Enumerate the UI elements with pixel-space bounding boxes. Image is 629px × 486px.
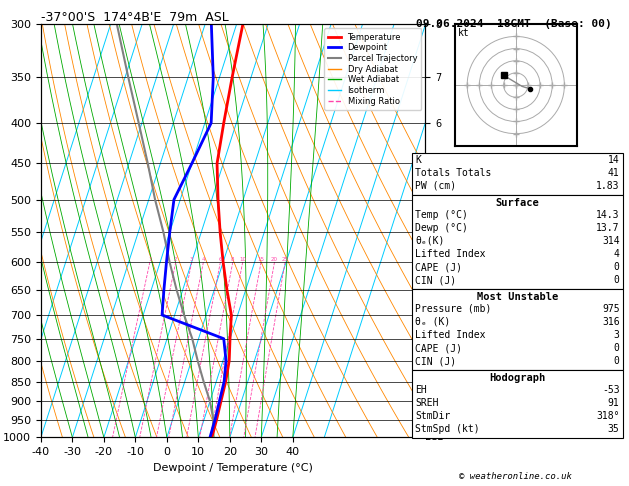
Text: 14.3: 14.3	[596, 209, 620, 220]
Text: 35: 35	[608, 424, 620, 434]
Text: Lifted Index: Lifted Index	[415, 249, 486, 259]
Text: SREH: SREH	[415, 398, 438, 408]
Text: 314: 314	[602, 236, 620, 246]
Legend: Temperature, Dewpoint, Parcel Trajectory, Dry Adiabat, Wet Adiabat, Isotherm, Mi: Temperature, Dewpoint, Parcel Trajectory…	[324, 29, 421, 110]
Text: 4: 4	[614, 249, 620, 259]
Text: Hodograph: Hodograph	[489, 373, 545, 383]
Text: CIN (J): CIN (J)	[415, 275, 456, 285]
Text: K: K	[415, 155, 421, 165]
Text: 0: 0	[614, 356, 620, 366]
Text: 0: 0	[614, 262, 620, 272]
Text: Dewp (°C): Dewp (°C)	[415, 223, 468, 233]
Text: 0: 0	[614, 275, 620, 285]
Text: kt: kt	[457, 28, 469, 38]
Text: CIN (J): CIN (J)	[415, 356, 456, 366]
Text: -37°00'S  174°4B'E  79m  ASL: -37°00'S 174°4B'E 79m ASL	[41, 11, 228, 24]
Text: 6: 6	[219, 257, 222, 262]
Text: 1.83: 1.83	[596, 181, 620, 191]
Text: StmSpd (kt): StmSpd (kt)	[415, 424, 480, 434]
Text: 13.7: 13.7	[596, 223, 620, 233]
Text: CAPE (J): CAPE (J)	[415, 343, 462, 353]
Text: EH: EH	[415, 385, 427, 395]
Text: Totals Totals: Totals Totals	[415, 168, 491, 178]
Text: 4: 4	[202, 257, 205, 262]
Text: 10: 10	[239, 257, 246, 262]
Text: 2: 2	[174, 257, 177, 262]
Text: θₑ (K): θₑ (K)	[415, 317, 450, 327]
Text: 8: 8	[231, 257, 235, 262]
Text: 25: 25	[282, 257, 289, 262]
Text: 0: 0	[614, 343, 620, 353]
Text: Pressure (mb): Pressure (mb)	[415, 304, 491, 314]
Text: Temp (°C): Temp (°C)	[415, 209, 468, 220]
Text: LCL: LCL	[425, 433, 443, 442]
Text: 975: 975	[602, 304, 620, 314]
Text: CAPE (J): CAPE (J)	[415, 262, 462, 272]
Text: Mixing Ratio (g/kg): Mixing Ratio (g/kg)	[555, 190, 565, 275]
Text: 09.06.2024  18GMT  (Base: 00): 09.06.2024 18GMT (Base: 00)	[416, 19, 612, 30]
Text: StmDir: StmDir	[415, 411, 450, 421]
Text: 20: 20	[271, 257, 278, 262]
Text: 3: 3	[190, 257, 194, 262]
Text: -53: -53	[602, 385, 620, 395]
Text: © weatheronline.co.uk: © weatheronline.co.uk	[459, 472, 572, 481]
Y-axis label: km
ASL: km ASL	[447, 222, 469, 240]
Text: Lifted Index: Lifted Index	[415, 330, 486, 340]
Text: Most Unstable: Most Unstable	[477, 292, 558, 302]
Text: 91: 91	[608, 398, 620, 408]
Text: 316: 316	[602, 317, 620, 327]
Text: 3: 3	[614, 330, 620, 340]
X-axis label: Dewpoint / Temperature (°C): Dewpoint / Temperature (°C)	[153, 463, 313, 473]
Text: 14: 14	[608, 155, 620, 165]
Text: Surface: Surface	[496, 198, 539, 208]
Text: 1: 1	[148, 257, 152, 262]
Text: PW (cm): PW (cm)	[415, 181, 456, 191]
Text: 318°: 318°	[596, 411, 620, 421]
Text: 15: 15	[257, 257, 265, 262]
Text: θₑ(K): θₑ(K)	[415, 236, 445, 246]
Text: 41: 41	[608, 168, 620, 178]
